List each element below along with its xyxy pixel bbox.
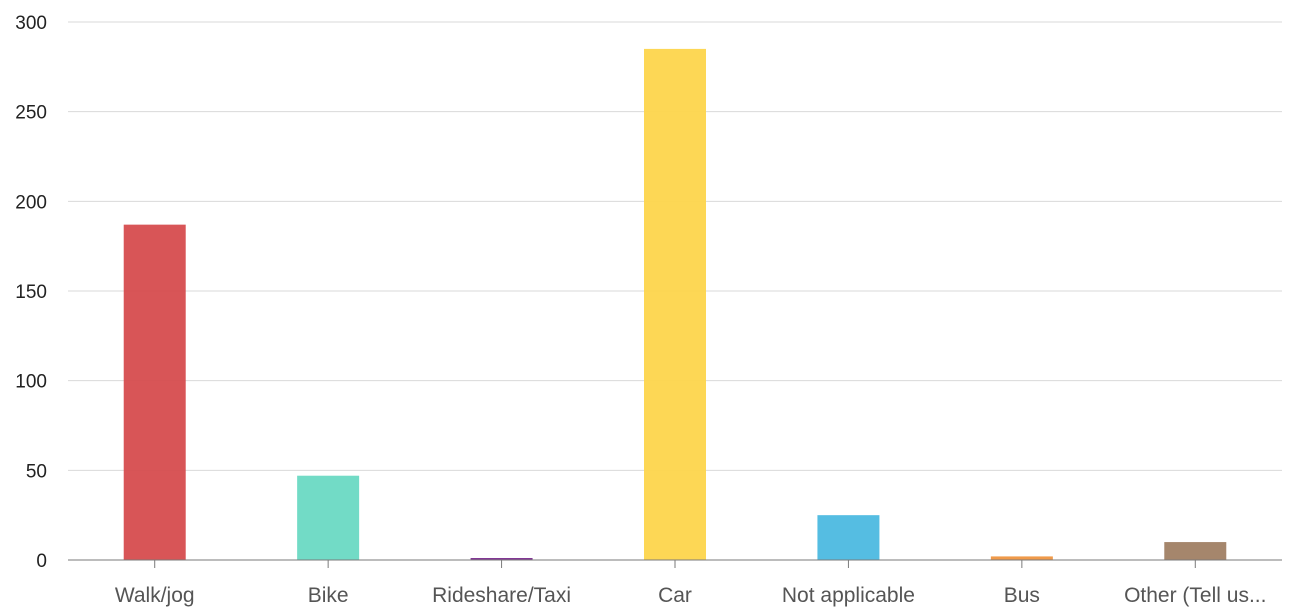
y-tick-label-150: 150 xyxy=(15,282,47,303)
y-tick-label-250: 250 xyxy=(15,103,47,124)
bar-bus xyxy=(990,556,1053,560)
x-tick-label: Rideshare/Taxi xyxy=(432,584,571,607)
y-tick-label-300: 300 xyxy=(15,13,47,34)
bar-car xyxy=(644,48,706,561)
bar-rideshare-taxi xyxy=(470,558,533,560)
bar-bike xyxy=(297,475,360,560)
y-axis-ticks: 0 50 100 150 200 250 300 xyxy=(15,13,47,572)
x-axis-ticks: Walk/jog Bike Rideshare/Taxi Car Not applica… xyxy=(115,560,1266,607)
x-tick-label: Car xyxy=(658,584,692,607)
y-tick-label-0: 0 xyxy=(36,551,47,572)
y-tick-label-50: 50 xyxy=(26,461,47,482)
y-tick-label-200: 200 xyxy=(15,192,47,213)
x-tick-label: Walk/jog xyxy=(115,584,195,607)
bar-other-tell-us xyxy=(1164,542,1227,560)
y-tick-label-100: 100 xyxy=(15,372,47,393)
x-tick-label: Bike xyxy=(308,584,349,607)
x-tick-label: Bus xyxy=(1004,584,1040,607)
bar-not-applicable xyxy=(817,515,880,560)
x-tick-label: Not applicable xyxy=(782,584,915,607)
bars xyxy=(123,48,1227,561)
bar-walk-jog xyxy=(123,224,186,560)
x-tick-label: Other (Tell us... xyxy=(1124,584,1266,607)
